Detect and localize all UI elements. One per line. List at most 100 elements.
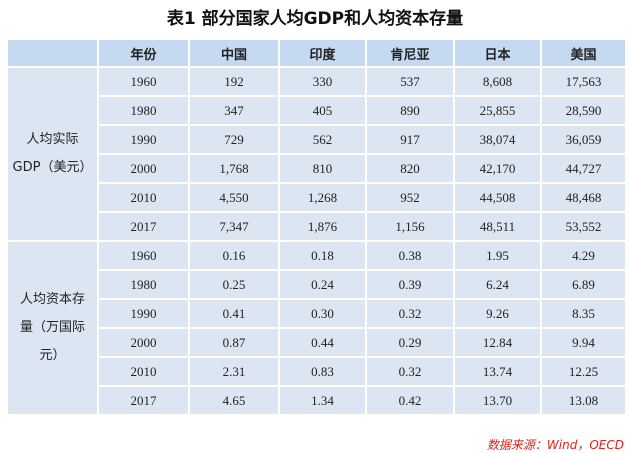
value-cell: 537	[365, 66, 455, 97]
value-cell: 53,552	[540, 211, 627, 242]
header-cell: 肯尼亚	[365, 38, 455, 68]
value-cell: 0.32	[365, 298, 455, 329]
value-cell: 1.34	[278, 385, 367, 416]
group-label-line: 人均资本存	[19, 292, 85, 307]
value-cell: 12.25	[540, 356, 627, 387]
value-cell: 810	[278, 153, 367, 184]
data-row: 2017 4.65 1.34 0.42 13.70 13.08	[7, 385, 627, 416]
data-row: 1990 0.41 0.30 0.32 9.26 8.35	[7, 298, 627, 329]
data-table: 年份 中国 印度 肯尼亚 日本 美国 人均实际 GDP（美元） 1960 192 330 537 8,6…	[6, 38, 627, 416]
value-cell: 562	[278, 124, 367, 155]
value-cell: 0.38	[365, 240, 455, 271]
value-cell: 42,170	[453, 153, 542, 184]
year-cell: 1980	[97, 95, 190, 126]
value-cell: 48,511	[453, 211, 542, 242]
value-cell: 0.18	[278, 240, 367, 271]
value-cell: 13.08	[540, 385, 627, 416]
group-label-line: 元）	[39, 348, 66, 363]
value-cell: 890	[365, 95, 455, 126]
year-cell: 2000	[97, 153, 190, 184]
group-label: 人均实际 GDP（美元）	[6, 66, 99, 242]
corner-cell	[6, 38, 99, 68]
value-cell: 1,768	[188, 153, 280, 184]
value-cell: 4.65	[188, 385, 280, 416]
value-cell: 0.29	[365, 327, 455, 358]
data-row: 1990 729 562 917 38,074 36,059	[7, 124, 627, 155]
value-cell: 13.70	[453, 385, 542, 416]
year-cell: 1960	[97, 240, 190, 271]
year-cell: 2017	[97, 211, 190, 242]
header-cell: 日本	[453, 38, 542, 68]
value-cell: 820	[365, 153, 455, 184]
value-cell: 4,550	[188, 182, 280, 213]
year-cell: 1990	[97, 298, 190, 329]
value-cell: 917	[365, 124, 455, 155]
value-cell: 330	[278, 66, 367, 97]
value-cell: 0.44	[278, 327, 367, 358]
value-cell: 192	[188, 66, 280, 97]
value-cell: 729	[188, 124, 280, 155]
group-label-line: 量（万国际	[19, 320, 85, 335]
header-row: 年份 中国 印度 肯尼亚 日本 美国	[6, 38, 627, 68]
data-row: 2010 2.31 0.83 0.32 13.74 12.25	[7, 356, 627, 387]
header-cell: 年份	[97, 38, 190, 68]
value-cell: 36,059	[540, 124, 627, 155]
group-label: 人均资本存量（万国际元）	[6, 240, 99, 416]
value-cell: 9.26	[453, 298, 542, 329]
data-row: 人均资本存 量（万国际 元） 1960 0.16 0.18 0.38 1.95 4.29	[6, 240, 627, 416]
value-cell: 9.94	[540, 327, 627, 358]
value-cell: 1,876	[278, 211, 367, 242]
data-row: 2000 0.87 0.44 0.29 12.84 9.94	[7, 327, 627, 358]
group-label-line: GDP（美元）	[12, 160, 93, 175]
value-cell: 0.32	[365, 356, 455, 387]
value-cell: 25,855	[453, 95, 542, 126]
value-cell: 0.24	[278, 269, 367, 300]
data-row: 2017 7,347 1,876 1,156 48,511 53,552	[7, 211, 627, 242]
header-cell: 中国	[188, 38, 280, 68]
value-cell: 7,347	[188, 211, 280, 242]
value-cell: 952	[365, 182, 455, 213]
value-cell: 12.84	[453, 327, 542, 358]
data-row: 人均实际 GDP（美元） 1960 192 330 537 8,608 17,563	[6, 66, 627, 242]
data-row: 1980 347 405 890 25,855 28,590	[7, 95, 627, 126]
value-cell: 1,156	[365, 211, 455, 242]
data-row: 2000 1,768 810 820 42,170 44,727	[7, 153, 627, 184]
year-cell: 2000	[97, 327, 190, 358]
value-cell: 405	[278, 95, 367, 126]
value-cell: 1.95	[453, 240, 542, 271]
group-label-line: 人均实际	[26, 132, 79, 147]
value-cell: 17,563	[540, 66, 627, 97]
value-cell: 0.87	[188, 327, 280, 358]
value-cell: 6.89	[540, 269, 627, 300]
value-cell: 347	[188, 95, 280, 126]
value-cell: 44,508	[453, 182, 542, 213]
value-cell: 8.35	[540, 298, 627, 329]
value-cell: 0.39	[365, 269, 455, 300]
value-cell: 2.31	[188, 356, 280, 387]
data-row: 1980 0.25 0.24 0.39 6.24 6.89	[7, 269, 627, 300]
year-cell: 1980	[97, 269, 190, 300]
year-cell: 2010	[97, 182, 190, 213]
value-cell: 0.30	[278, 298, 367, 329]
year-cell: 1960	[97, 66, 190, 97]
value-cell: 0.41	[188, 298, 280, 329]
value-cell: 0.83	[278, 356, 367, 387]
value-cell: 8,608	[453, 66, 542, 97]
value-cell: 38,074	[453, 124, 542, 155]
header-cell: 印度	[278, 38, 367, 68]
year-cell: 1990	[97, 124, 190, 155]
value-cell: 44,727	[540, 153, 627, 184]
year-cell: 2010	[97, 356, 190, 387]
value-cell: 4.29	[540, 240, 627, 271]
value-cell: 13.74	[453, 356, 542, 387]
value-cell: 28,590	[540, 95, 627, 126]
value-cell: 0.16	[188, 240, 280, 271]
table-title: 表1 部分国家人均GDP和人均资本存量	[166, 9, 464, 29]
value-cell: 48,468	[540, 182, 627, 213]
year-cell: 2017	[97, 385, 190, 416]
value-cell: 6.24	[453, 269, 542, 300]
source-note: 数据来源：Wind，OECD	[486, 438, 624, 452]
value-cell: 1,268	[278, 182, 367, 213]
header-cell: 美国	[540, 38, 627, 68]
